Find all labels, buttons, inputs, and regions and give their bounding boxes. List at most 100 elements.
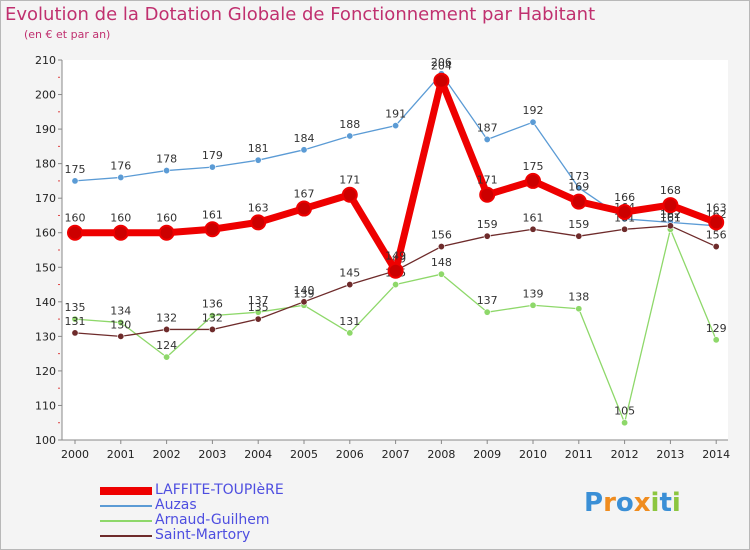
data-label: 161 <box>202 208 223 221</box>
data-point <box>662 197 679 214</box>
data-point <box>163 325 171 333</box>
data-label: 136 <box>202 298 223 311</box>
data-point <box>300 298 308 306</box>
y-tick-label: 170 <box>35 192 56 205</box>
legend-item: Arnaud-Guilhem <box>100 512 400 529</box>
data-label: 139 <box>294 287 315 300</box>
data-point <box>483 308 491 316</box>
data-label: 163 <box>706 201 727 214</box>
data-point <box>117 173 125 181</box>
logo-letter: i <box>650 488 660 518</box>
data-label: 105 <box>614 405 635 418</box>
x-tick-label: 2007 <box>382 448 410 461</box>
data-label: 132 <box>156 311 177 324</box>
data-label: 135 <box>65 301 86 314</box>
data-point <box>387 262 404 279</box>
legend-label: Arnaud-Guilhem <box>155 512 270 528</box>
data-point <box>483 135 491 143</box>
data-point <box>163 353 171 361</box>
data-point <box>666 222 674 230</box>
data-label: 129 <box>706 322 727 335</box>
data-point <box>621 225 629 233</box>
x-tick-label: 2013 <box>656 448 684 461</box>
data-label: 178 <box>156 153 177 166</box>
x-tick-label: 2009 <box>473 448 501 461</box>
y-tick-label: 120 <box>35 365 56 378</box>
logo-letter: t <box>659 488 672 518</box>
data-point <box>117 332 125 340</box>
data-label: 191 <box>385 108 406 121</box>
data-label: 173 <box>568 170 589 183</box>
data-label: 149 <box>385 250 406 263</box>
y-tick-label: 180 <box>35 158 56 171</box>
data-label: 130 <box>110 318 131 331</box>
x-tick-label: 2000 <box>61 448 89 461</box>
data-label: 124 <box>156 339 177 352</box>
legend-swatch <box>100 487 152 495</box>
data-point <box>346 132 354 140</box>
y-tick-label: 130 <box>35 330 56 343</box>
legend-swatch <box>100 520 152 522</box>
data-label: 192 <box>523 104 544 117</box>
data-label: 134 <box>110 305 131 318</box>
data-label: 163 <box>248 201 269 214</box>
data-point <box>71 315 79 323</box>
data-point <box>529 225 537 233</box>
x-tick-label: 2005 <box>290 448 318 461</box>
data-label: 131 <box>339 315 360 328</box>
y-tick-label: 210 <box>35 54 56 67</box>
data-point <box>208 325 216 333</box>
data-point <box>208 163 216 171</box>
data-point <box>525 172 541 189</box>
data-point <box>112 224 129 241</box>
data-point <box>712 243 720 251</box>
data-label: 188 <box>339 118 360 131</box>
data-label: 161 <box>660 211 681 224</box>
legend-swatch <box>100 505 152 507</box>
data-point <box>204 221 221 238</box>
data-point <box>529 301 537 309</box>
data-label: 176 <box>110 159 131 172</box>
data-label: 137 <box>248 294 269 307</box>
data-label: 171 <box>477 174 498 187</box>
legend-label: Auzas <box>155 497 197 513</box>
legend-item: Auzas <box>100 497 400 514</box>
y-tick-label: 150 <box>35 261 56 274</box>
y-tick-label: 140 <box>35 296 56 309</box>
x-tick-label: 2012 <box>611 448 639 461</box>
data-label: 160 <box>110 212 131 225</box>
line-chart: 100 110 120 130 140 150 160 170 180 190 200 210 2000… <box>35 54 730 461</box>
data-label: 156 <box>706 229 727 242</box>
x-tick-label: 2001 <box>107 448 135 461</box>
data-point <box>529 118 537 126</box>
data-point <box>392 281 400 289</box>
data-point <box>158 224 175 241</box>
x-tick-label: 2006 <box>336 448 364 461</box>
x-tick-label: 2011 <box>565 448 593 461</box>
data-point <box>300 146 308 154</box>
legend-item: LAFFITE-TOUPIèRE <box>100 482 400 499</box>
data-point <box>575 232 583 240</box>
data-label: 181 <box>248 142 269 155</box>
data-label: 145 <box>339 267 360 280</box>
data-point <box>616 204 633 220</box>
data-point <box>346 281 354 289</box>
x-tick-label: 2014 <box>702 448 730 461</box>
logo-letter: r <box>603 488 616 518</box>
data-point <box>712 336 720 344</box>
data-point <box>254 156 262 164</box>
logo-letter: i <box>671 488 681 518</box>
data-point <box>437 243 445 251</box>
data-label: 168 <box>660 184 681 197</box>
data-point <box>575 305 583 313</box>
data-label: 171 <box>339 174 360 187</box>
x-tick-label: 2002 <box>153 448 181 461</box>
logo-letter: o <box>615 488 634 518</box>
x-tick-label: 2010 <box>519 448 547 461</box>
data-point <box>483 232 491 240</box>
logo-letter: P <box>584 488 604 518</box>
data-label: 204 <box>431 60 452 73</box>
data-point <box>67 224 83 241</box>
data-point <box>437 270 445 278</box>
data-label: 166 <box>614 191 635 204</box>
